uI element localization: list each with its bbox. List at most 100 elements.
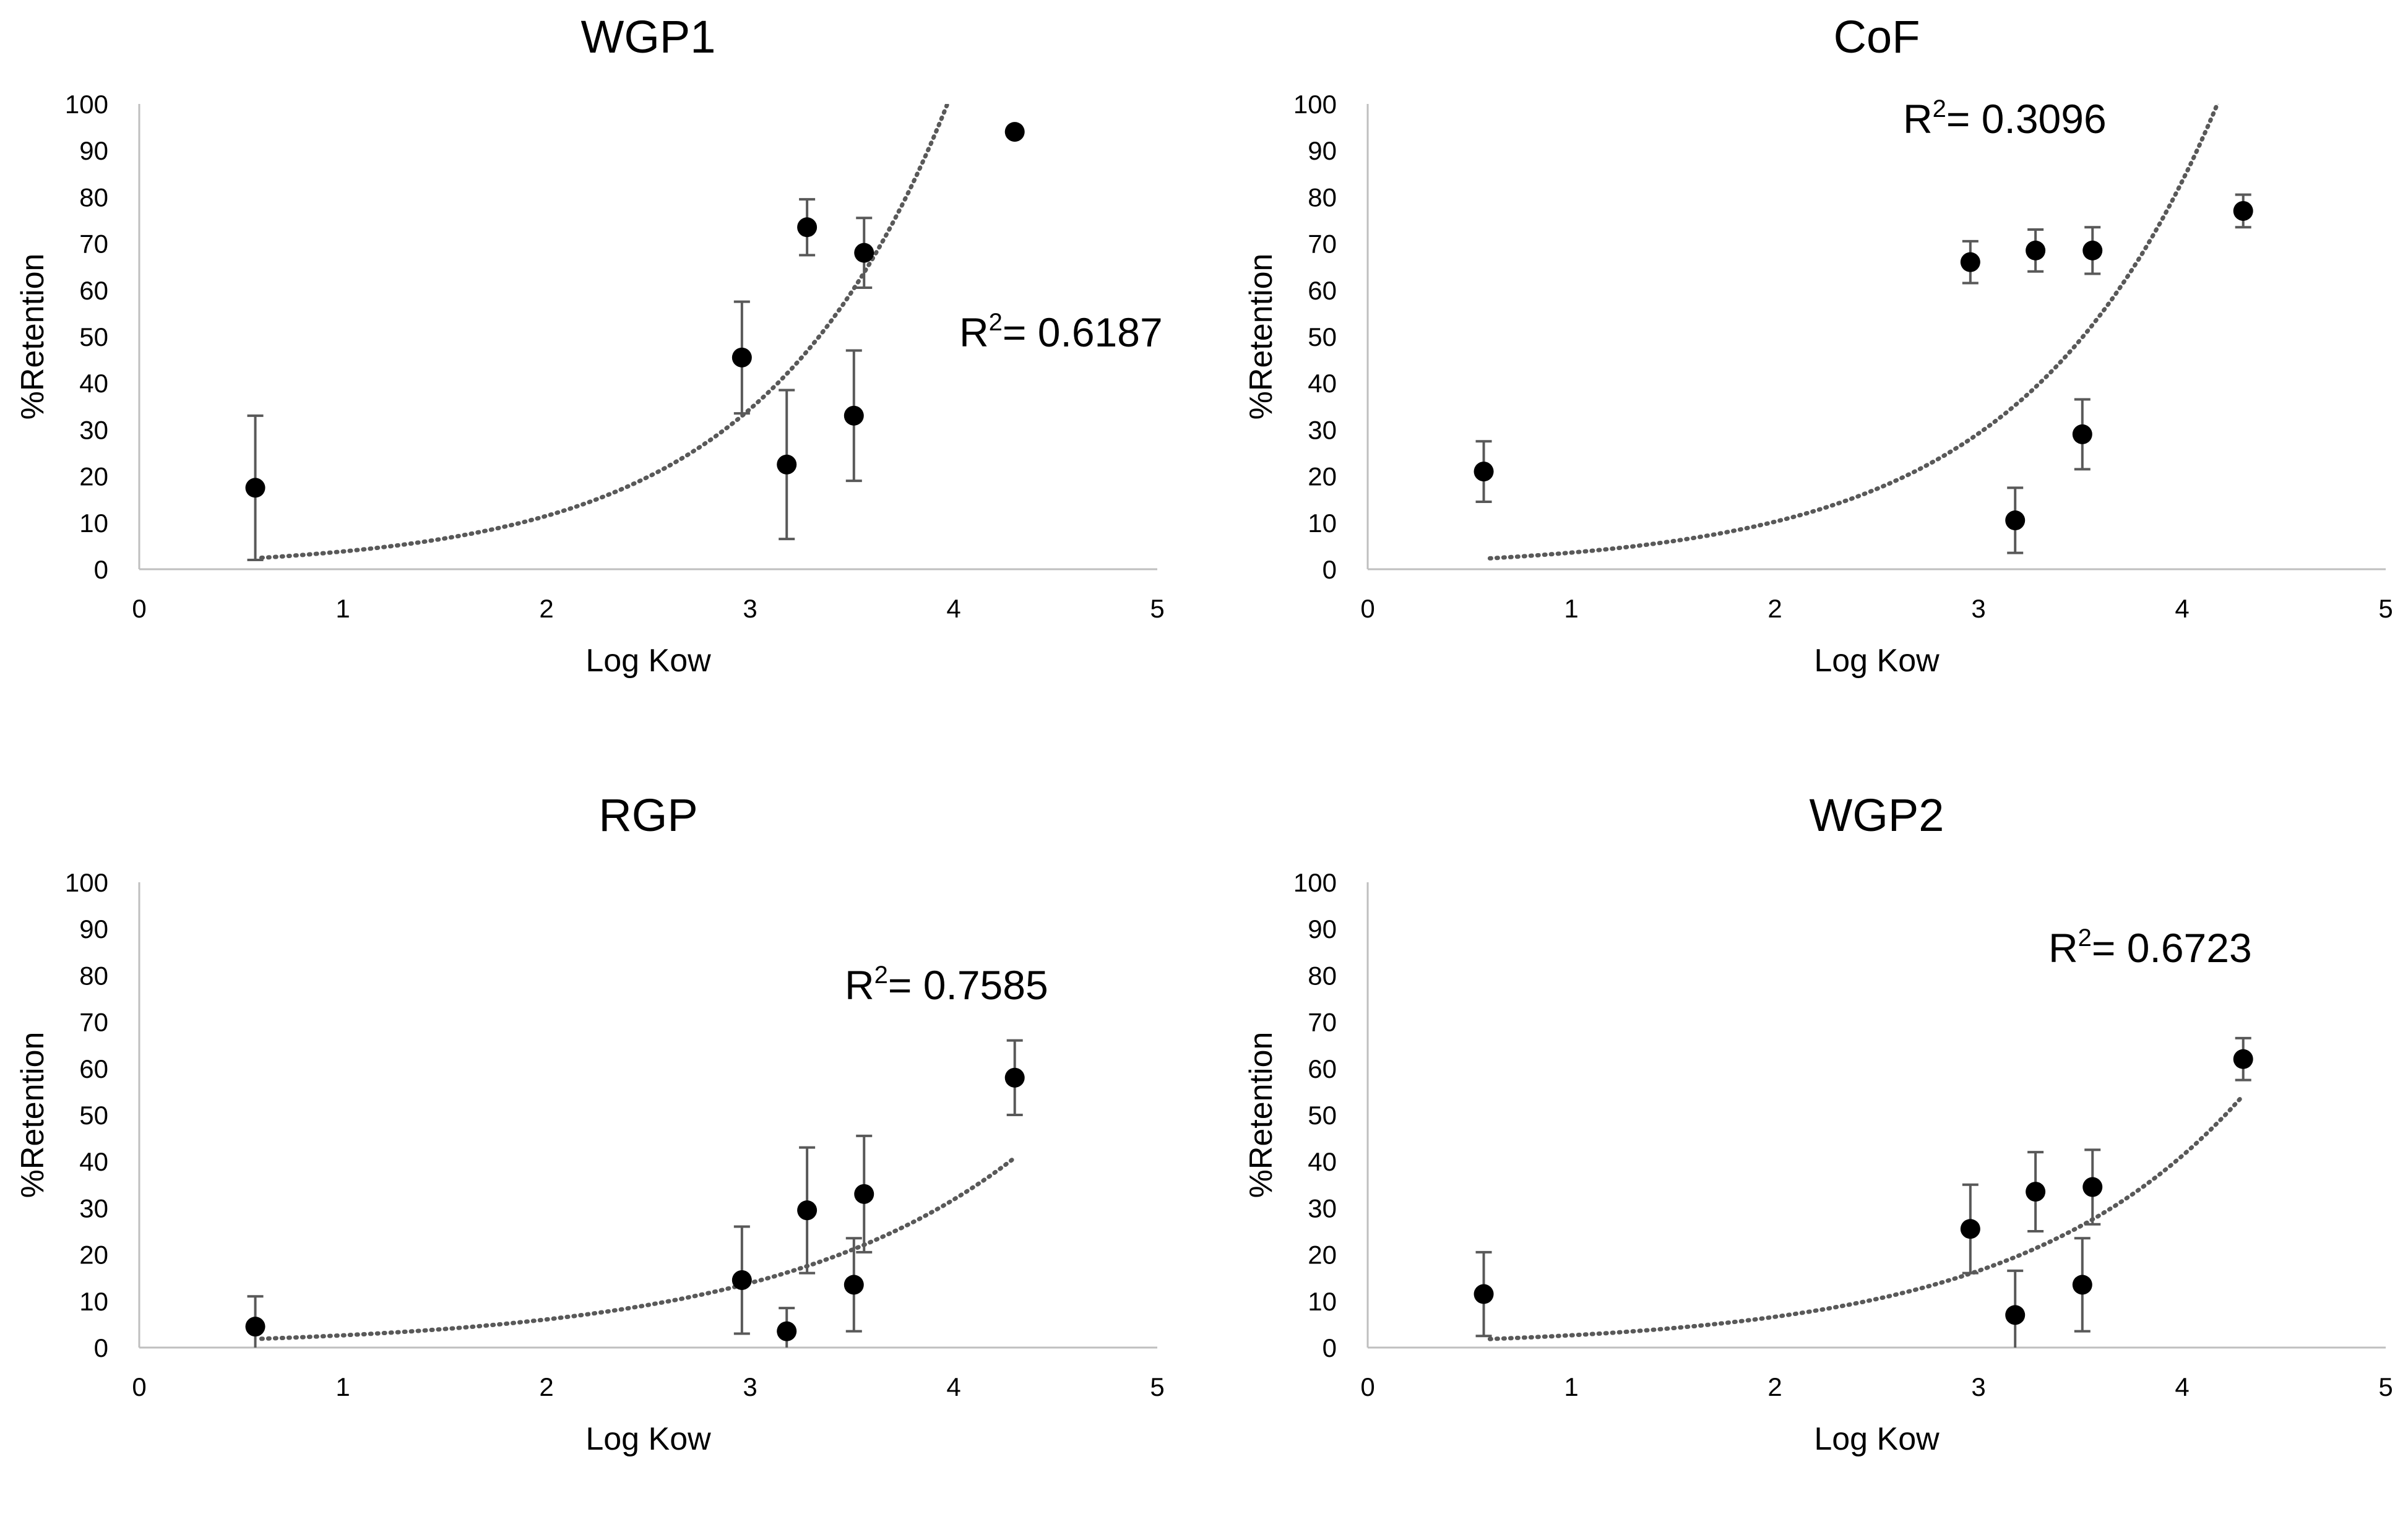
y-tick-label: 40 xyxy=(1308,1147,1337,1176)
data-point xyxy=(797,1200,818,1221)
data-point xyxy=(797,217,818,238)
y-tick-label: 10 xyxy=(79,1287,108,1316)
x-tick-label: 3 xyxy=(1971,594,1985,623)
chart-title: RGP xyxy=(598,789,697,841)
x-tick-label: 0 xyxy=(1360,594,1374,623)
y-tick-label: 70 xyxy=(1308,1008,1337,1037)
x-tick-label: 1 xyxy=(1564,1372,1578,1401)
data-point xyxy=(1960,1219,1980,1239)
r-squared-value: = 0.3096 xyxy=(1946,96,2107,142)
y-tick-label: 0 xyxy=(1323,1333,1337,1362)
r-squared-annotation: R2= 0.7585 xyxy=(845,961,1048,1008)
y-tick-label: 0 xyxy=(1323,555,1337,584)
x-tick-label: 4 xyxy=(2175,1372,2189,1401)
data-point xyxy=(731,1270,752,1290)
r-squared-letter: R xyxy=(2048,925,2078,971)
x-axis-label: Log Kow xyxy=(1814,1421,1940,1457)
chart-svg: WGP1 0 10 20 30 40 50 60 70 80 90 100 0 1 2 3 4 5 Log Kow%… xyxy=(15,11,1165,679)
chart-panel-wgp2: WGP2 0 10 20 30 40 50 60 70 80 90 100 0 1 2 3 4 5 Log Kow%… xyxy=(1228,778,2408,1514)
y-tick-label: 100 xyxy=(65,868,108,897)
data-point xyxy=(1960,252,1980,272)
y-tick-label: 100 xyxy=(1293,868,1337,897)
x-tick-label: 5 xyxy=(2378,1372,2393,1401)
chart-svg: RGP 0 10 20 30 40 50 60 70 80 90 100 0 1 2 3 4 5 Log Kow %R… xyxy=(15,789,1165,1457)
x-tick-label: 0 xyxy=(132,1372,146,1401)
data-point xyxy=(2233,1049,2253,1069)
data-point xyxy=(731,347,752,368)
x-tick-label: 1 xyxy=(335,594,350,623)
trendline xyxy=(259,104,950,560)
y-tick-label: 60 xyxy=(1308,1054,1337,1083)
y-tick-label: 40 xyxy=(1308,369,1337,398)
y-tick-label: 70 xyxy=(79,1008,108,1037)
y-tick-label: 100 xyxy=(1293,90,1337,119)
chart-svg: CoF 0 10 20 30 40 50 60 70 80 90 100 0 1 2 3 4 5 Log Kow %R… xyxy=(1243,11,2393,679)
x-tick-label: 3 xyxy=(1971,1372,1985,1401)
y-axis-label: %Retention xyxy=(15,1032,51,1198)
x-tick-label: 4 xyxy=(2175,594,2189,623)
x-tick-label: 2 xyxy=(539,1372,553,1401)
y-tick-label: 80 xyxy=(79,961,108,990)
data-point xyxy=(854,1184,874,1204)
data-point xyxy=(2082,1177,2103,1197)
x-axis-label: Log Kow xyxy=(1814,643,1940,679)
x-axis-label: Log Kow xyxy=(585,643,711,679)
chart-title: WGP1 xyxy=(581,11,716,62)
data-point xyxy=(245,1317,265,1337)
data-point xyxy=(777,454,797,475)
y-tick-label: 70 xyxy=(79,230,108,259)
y-tick-label: 20 xyxy=(1308,462,1337,491)
y-tick-label: 0 xyxy=(94,555,108,584)
data-point xyxy=(2233,200,2253,221)
data-point xyxy=(1474,462,1494,482)
r-squared-superscript: 2 xyxy=(1933,95,1946,123)
data-point xyxy=(245,478,265,498)
data-point xyxy=(844,1275,864,1295)
data-point xyxy=(2005,1305,2026,1325)
y-tick-label: 90 xyxy=(79,914,108,944)
y-axis-label: %Retention xyxy=(1243,254,1279,420)
x-tick-label: 4 xyxy=(946,1372,960,1401)
data-point xyxy=(1004,1067,1025,1088)
y-tick-label: 30 xyxy=(79,415,108,444)
y-tick-label: 50 xyxy=(1308,322,1337,351)
x-tick-label: 1 xyxy=(1564,594,1578,623)
data-point xyxy=(2072,1275,2092,1295)
trendline xyxy=(1487,104,2220,561)
y-tick-label: 70 xyxy=(1308,230,1337,259)
y-tick-label: 90 xyxy=(1308,136,1337,165)
y-tick-label: 10 xyxy=(79,509,108,538)
chart-panel-wgp1: WGP1 0 10 20 30 40 50 60 70 80 90 100 0 1 2 3 4 5 Log Kow%… xyxy=(0,0,1204,736)
y-tick-label: 80 xyxy=(1308,183,1337,212)
data-point xyxy=(2026,240,2046,260)
y-tick-label: 30 xyxy=(79,1194,108,1223)
y-tick-label: 40 xyxy=(79,1147,108,1176)
y-tick-label: 30 xyxy=(1308,1194,1337,1223)
r-squared-annotation: R2= 0.6187 xyxy=(959,309,1163,355)
y-tick-label: 80 xyxy=(1308,961,1337,990)
trendline xyxy=(1487,1093,2246,1341)
data-point xyxy=(2072,424,2092,444)
y-tick-label: 50 xyxy=(1308,1101,1337,1130)
data-point xyxy=(2005,510,2026,531)
data-point xyxy=(2082,240,2103,260)
x-tick-label: 3 xyxy=(743,1372,757,1401)
y-axis-label: %Retention xyxy=(15,254,51,420)
data-point xyxy=(854,243,874,263)
x-axis-label: Log Kow xyxy=(585,1421,711,1457)
r-squared-superscript: 2 xyxy=(874,961,888,989)
x-tick-label: 3 xyxy=(743,594,757,623)
r-squared-annotation: R2= 0.6723 xyxy=(2048,924,2252,971)
r-squared-superscript: 2 xyxy=(2078,924,2092,952)
y-tick-label: 20 xyxy=(79,1241,108,1270)
trendline xyxy=(259,1155,1017,1341)
data-point xyxy=(777,1321,797,1341)
y-tick-label: 20 xyxy=(79,462,108,491)
chart-panel-rgp: RGP 0 10 20 30 40 50 60 70 80 90 100 0 1 2 3 4 5 Log Kow %R… xyxy=(0,778,1204,1514)
data-point xyxy=(1004,122,1025,142)
chart-panel-cof: CoF 0 10 20 30 40 50 60 70 80 90 100 0 1 2 3 4 5 Log Kow %R… xyxy=(1228,0,2408,736)
chart-title: CoF xyxy=(1834,11,1920,62)
y-tick-label: 0 xyxy=(94,1333,108,1362)
y-tick-label: 30 xyxy=(1308,415,1337,444)
y-tick-label: 60 xyxy=(1308,276,1337,305)
